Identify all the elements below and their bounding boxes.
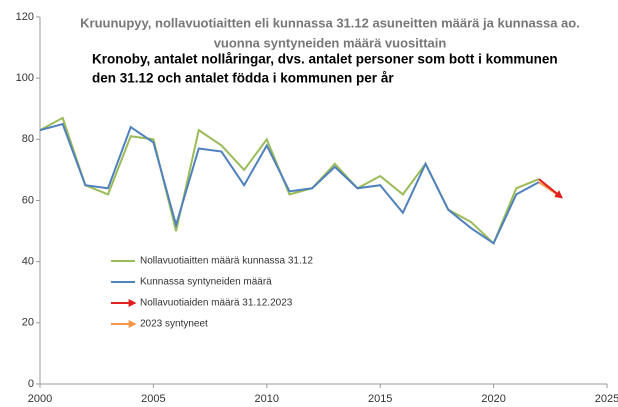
chart-title: Kruunupyy, nollavuotiaitten eli kunnassa… [80, 15, 580, 30]
x-tick-label: 2020 [481, 393, 505, 405]
chart-title: vuonna syntyneiden määrä vuosittain [214, 35, 447, 50]
y-tick-label: 120 [16, 11, 34, 23]
x-tick-label: 2015 [368, 393, 392, 405]
y-tick-label: 20 [22, 317, 34, 329]
y-tick-label: 0 [28, 378, 34, 390]
x-tick-label: 2005 [141, 393, 165, 405]
legend-label: Kunnassa syntyneiden määrä [140, 277, 272, 288]
series-line [39, 116, 540, 246]
legend-label: Nollavuotiaiden määrä 31.12.2023 [140, 298, 293, 309]
legend-label: 2023 syntyneet [140, 319, 208, 330]
y-tick-label: 100 [16, 72, 34, 84]
x-tick-label: 2010 [255, 393, 279, 405]
y-tick-label: 40 [22, 256, 34, 268]
y-tick-label: 60 [22, 194, 34, 206]
series-line [39, 122, 540, 245]
x-tick-label: 2000 [28, 393, 52, 405]
series-line [538, 178, 563, 199]
x-tick-label: 2025 [595, 393, 618, 405]
legend-label: Nollavuotiaitten määrä kunnassa 31.12 [140, 256, 313, 267]
chart-subtitle: Kronoby, antalet nollåringar, dvs. antal… [92, 52, 558, 67]
y-tick-label: 80 [22, 133, 34, 145]
chart-subtitle: den 31.12 och antalet födda i kommunen p… [92, 71, 394, 86]
